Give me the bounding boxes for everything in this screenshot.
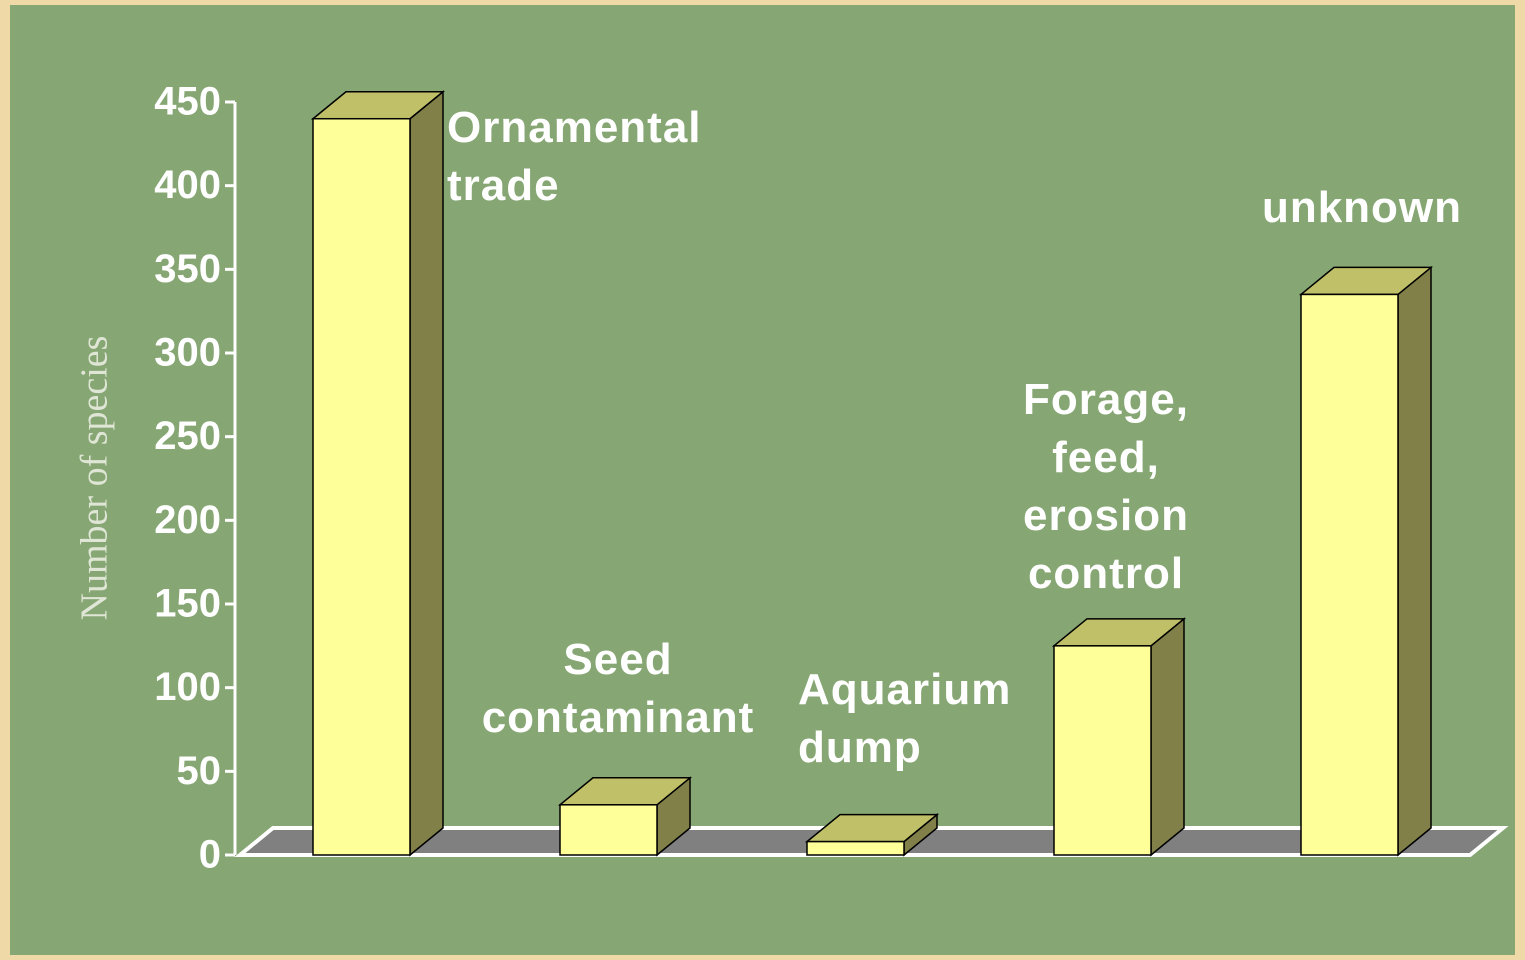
bar-side <box>1150 617 1185 857</box>
y-tick-label: 350 <box>154 247 221 291</box>
y-tick-label: 100 <box>154 665 221 709</box>
bar <box>1053 645 1152 856</box>
category-label: Ornamental trade <box>447 103 702 210</box>
bar <box>806 840 905 856</box>
y-tick-label: 300 <box>154 331 221 375</box>
category-label: Forage, feed, erosion control <box>1023 375 1189 598</box>
y-tick-label: 150 <box>154 582 221 626</box>
y-tick-label: 50 <box>177 749 222 793</box>
y-tick-label: 200 <box>154 498 221 542</box>
y-tick-label: 450 <box>154 80 221 124</box>
bar <box>559 804 658 856</box>
category-label: Aquarium dump <box>798 665 1012 772</box>
background <box>10 5 1515 955</box>
y-tick-label: 250 <box>154 414 221 458</box>
y-tick-label: 400 <box>154 163 221 207</box>
bar <box>1300 293 1399 856</box>
y-tick-label: 0 <box>199 833 221 877</box>
bar-side <box>1397 265 1432 857</box>
category-label: Seed contaminant <box>481 635 755 742</box>
bar <box>312 117 411 856</box>
y-axis-label: Number of species <box>74 336 116 621</box>
category-label: unknown <box>1261 183 1463 232</box>
